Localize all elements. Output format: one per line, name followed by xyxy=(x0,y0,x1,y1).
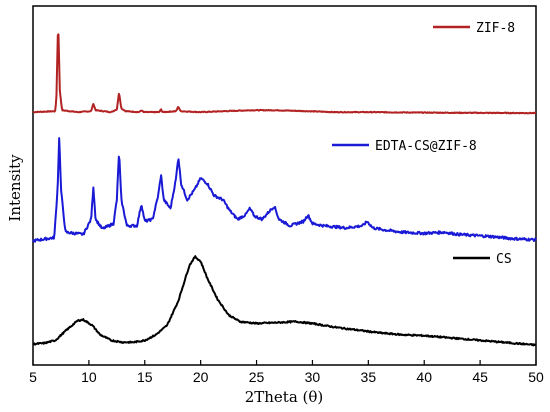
x-tick-marks xyxy=(32,360,537,365)
x-tick-label: 35 xyxy=(361,369,377,385)
legend-label-edta-cs-zif8: EDTA-CS@ZIF-8 xyxy=(375,139,477,154)
x-tick-label: 5 xyxy=(29,369,37,385)
x-tick-label: 45 xyxy=(472,369,488,385)
x-tick-label: 15 xyxy=(137,369,153,385)
x-axis-title: 2Theta (θ) xyxy=(245,388,324,406)
series-line-edta-cs-zif-8 xyxy=(32,137,537,243)
legend-cs: CS xyxy=(453,252,512,267)
y-axis-title: Intensity xyxy=(6,154,24,222)
x-tick-label: 40 xyxy=(416,369,432,385)
series-layer xyxy=(32,33,537,347)
x-tick-label: 50 xyxy=(528,369,544,385)
legend-label-cs: CS xyxy=(496,252,512,267)
legend-edta-cs-zif8: EDTA-CS@ZIF-8 xyxy=(332,139,477,154)
legend-zif8: ZIF-8 xyxy=(433,21,515,36)
x-tick-label: 20 xyxy=(193,369,209,385)
plot-frame xyxy=(32,5,537,366)
legend-label-zif8: ZIF-8 xyxy=(476,21,515,36)
x-tick-label: 25 xyxy=(249,369,265,385)
x-tick-label: 30 xyxy=(305,369,321,385)
x-tick-labels: 5 10 15 20 25 30 35 40 45 50 xyxy=(29,369,544,385)
series-line-cs xyxy=(32,255,537,347)
series-line-zif-8 xyxy=(32,33,537,115)
x-tick-label: 10 xyxy=(81,369,97,385)
